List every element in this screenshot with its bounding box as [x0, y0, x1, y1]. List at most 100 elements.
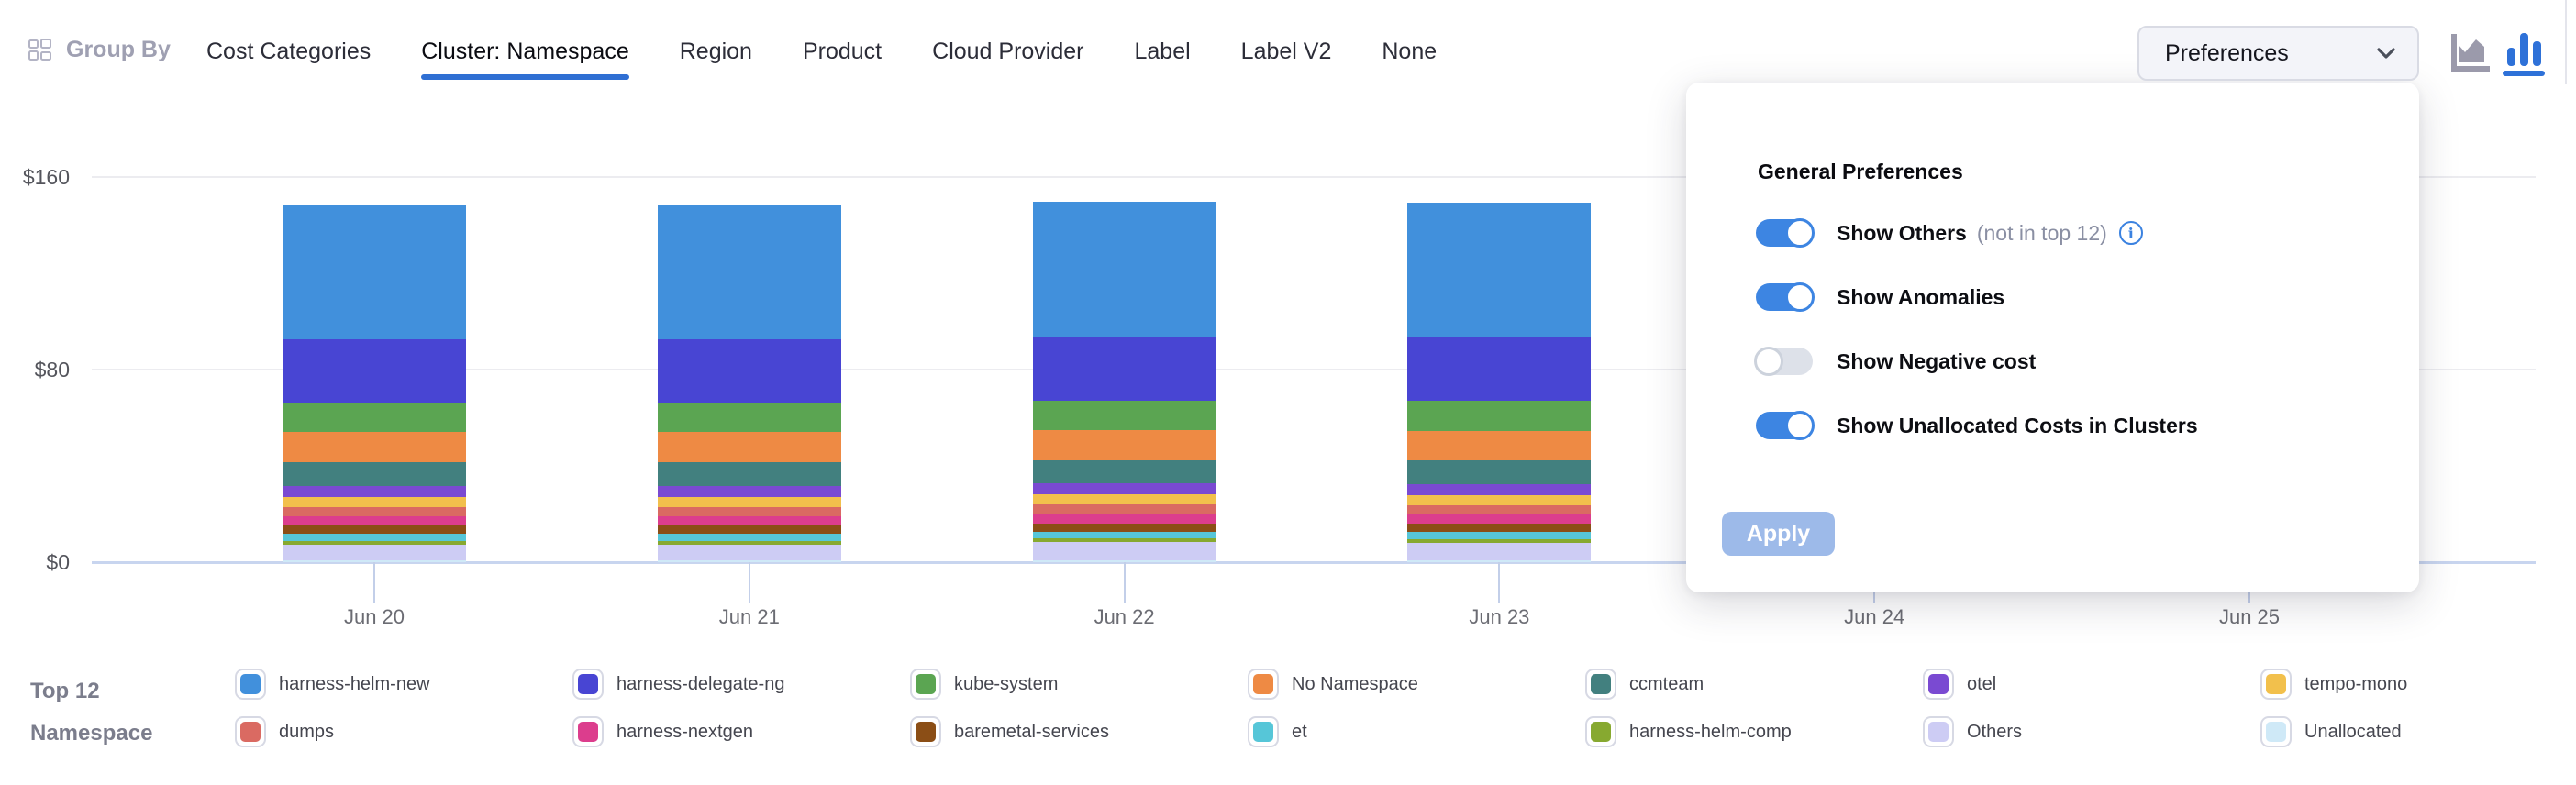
bar-segment-baremetal-services[interactable] [1407, 524, 1592, 533]
bar-segment-harness-nextgen[interactable] [657, 516, 841, 526]
bar-segment-harness-helm-comp[interactable] [1032, 538, 1216, 542]
bar-segment-kube-system[interactable] [283, 403, 466, 433]
bar-segment-harness-helm-new[interactable] [283, 204, 466, 339]
bar-segment-no-namespace[interactable] [283, 432, 466, 463]
bar-chart-active-underline [2503, 71, 2545, 76]
legend-item-harness-delegate-ng[interactable]: harness-delegate-ng [572, 669, 910, 700]
toggle-switch-show-unallocated-costs-in-clusters[interactable] [1756, 411, 1815, 440]
toggle-switch-show-negative-cost[interactable] [1754, 347, 1813, 376]
bar-segment-harness-delegate-ng[interactable] [1032, 337, 1216, 401]
bar-segment-ccmteam[interactable] [1407, 460, 1592, 484]
bar-segment-otel[interactable] [283, 485, 466, 497]
apply-button[interactable]: Apply [1722, 512, 1835, 556]
bar-segment-no-namespace[interactable] [1407, 430, 1592, 461]
bar-segment-harness-delegate-ng[interactable] [1407, 337, 1592, 402]
bar-segment-tempo-mono[interactable] [283, 496, 466, 507]
bar-segment-et[interactable] [657, 534, 841, 541]
info-icon[interactable]: i [2118, 221, 2143, 245]
tab-none[interactable]: None [1382, 39, 1438, 64]
bar-segment-no-namespace[interactable] [1032, 430, 1216, 460]
bar-segment-et[interactable] [1032, 531, 1216, 539]
bar-segment-ccmteam[interactable] [1032, 459, 1216, 484]
bar-chart-toggle-icon[interactable] [2503, 33, 2545, 76]
bar-segment-others[interactable] [1407, 543, 1592, 560]
bar-segment-dumps[interactable] [657, 506, 841, 517]
bar-segment-dumps[interactable] [1407, 504, 1592, 515]
bar-segment-unallocated[interactable] [657, 559, 841, 562]
legend-item-others[interactable]: Others [1923, 716, 2260, 747]
legend-item-label: kube-system [954, 673, 1059, 694]
legend-item-harness-helm-comp[interactable]: harness-helm-comp [1585, 716, 1923, 747]
legend-item-kube-system[interactable]: kube-system [910, 669, 1248, 700]
legend-item-et[interactable]: et [1248, 716, 1585, 747]
preferences-dropdown-button[interactable]: Preferences [2137, 26, 2419, 81]
legend-item-otel[interactable]: otel [1923, 669, 2260, 700]
y-axis-tick-label: $80 [34, 358, 70, 381]
bar-segment-kube-system[interactable] [1032, 400, 1216, 431]
x-axis-tick [1123, 562, 1126, 603]
legend-item-label: No Namespace [1292, 673, 1418, 694]
legend-item-ccmteam[interactable]: ccmteam [1585, 669, 1923, 700]
bar-segment-harness-helm-new[interactable] [1407, 202, 1592, 338]
legend-swatch-color [916, 722, 936, 742]
legend-item-no-namespace[interactable]: No Namespace [1248, 669, 1585, 700]
legend-item-label: harness-helm-comp [1629, 721, 1792, 742]
bar-segment-tempo-mono[interactable] [1032, 494, 1216, 505]
group-by-tabs: Cost Categories Cluster: Namespace Region P… [206, 39, 1437, 80]
tab-product[interactable]: Product [802, 39, 883, 64]
area-chart-toggle-icon[interactable] [2449, 31, 2493, 73]
bar-segment-harness-helm-comp[interactable] [657, 540, 841, 546]
bar-segment-et[interactable] [1407, 532, 1592, 539]
toggle-label: Show Anomalies [1837, 284, 2005, 309]
bar-segment-et[interactable] [283, 534, 466, 541]
bar-segment-harness-delegate-ng[interactable] [657, 338, 841, 404]
bar-segment-others[interactable] [1032, 541, 1216, 560]
bar-segment-unallocated[interactable] [283, 559, 466, 562]
bar-segment-baremetal-services[interactable] [1032, 523, 1216, 532]
bar-segment-others[interactable] [657, 545, 841, 560]
bar-segment-otel[interactable] [657, 485, 841, 497]
bar-segment-harness-helm-new[interactable] [1032, 202, 1216, 337]
bar-segment-baremetal-services[interactable] [657, 525, 841, 535]
tab-label-v2[interactable]: Label V2 [1240, 39, 1332, 64]
bar-segment-harness-nextgen[interactable] [283, 516, 466, 526]
bar-segment-harness-delegate-ng[interactable] [283, 338, 466, 404]
tab-cloud-provider[interactable]: Cloud Provider [932, 39, 1084, 64]
legend-swatch-color [1928, 722, 1949, 742]
bar-segment-harness-nextgen[interactable] [1032, 514, 1216, 524]
legend-item-harness-nextgen[interactable]: harness-nextgen [572, 716, 910, 747]
tab-cluster-namespace[interactable]: Cluster: Namespace [421, 39, 630, 80]
bar-segment-otel[interactable] [1032, 483, 1216, 495]
toggle-switch-show-others[interactable] [1756, 218, 1815, 248]
tab-cost-categories[interactable]: Cost Categories [206, 39, 372, 64]
bar-segment-dumps[interactable] [283, 506, 466, 517]
bar-segment-harness-helm-new[interactable] [657, 204, 841, 339]
legend-item-label: Others [1967, 721, 2023, 742]
bar-segment-harness-nextgen[interactable] [1407, 514, 1592, 525]
bar-segment-harness-helm-comp[interactable] [283, 540, 466, 546]
bar-segment-dumps[interactable] [1032, 504, 1216, 514]
bar-segment-baremetal-services[interactable] [283, 525, 466, 535]
legend-item-unallocated[interactable]: Unallocated [2260, 716, 2576, 747]
toggle-switch-show-anomalies[interactable] [1756, 282, 1815, 312]
bar-segment-unallocated[interactable] [1032, 559, 1216, 562]
bar-segment-kube-system[interactable] [1407, 401, 1592, 431]
bar-segment-otel[interactable] [1407, 484, 1592, 495]
legend-item-tempo-mono[interactable]: tempo-mono [2260, 669, 2576, 700]
bar-segment-others[interactable] [283, 545, 466, 560]
bar-segment-no-namespace[interactable] [657, 432, 841, 463]
bar-segment-harness-helm-comp[interactable] [1407, 539, 1592, 544]
y-axis-tick-label: $0 [46, 550, 70, 574]
legend-item-baremetal-services[interactable]: baremetal-services [910, 716, 1248, 747]
bar-segment-ccmteam[interactable] [657, 462, 841, 486]
bar-segment-kube-system[interactable] [657, 403, 841, 433]
legend-item-harness-helm-new[interactable]: harness-helm-new [235, 669, 572, 700]
tab-region[interactable]: Region [679, 39, 752, 64]
bar-segment-unallocated[interactable] [1407, 559, 1592, 562]
bar-segment-ccmteam[interactable] [283, 462, 466, 486]
legend-item-label: dumps [279, 721, 335, 742]
legend-item-dumps[interactable]: dumps [235, 716, 572, 747]
bar-segment-tempo-mono[interactable] [657, 496, 841, 507]
tab-label[interactable]: Label [1134, 39, 1191, 64]
bar-segment-tempo-mono[interactable] [1407, 494, 1592, 505]
